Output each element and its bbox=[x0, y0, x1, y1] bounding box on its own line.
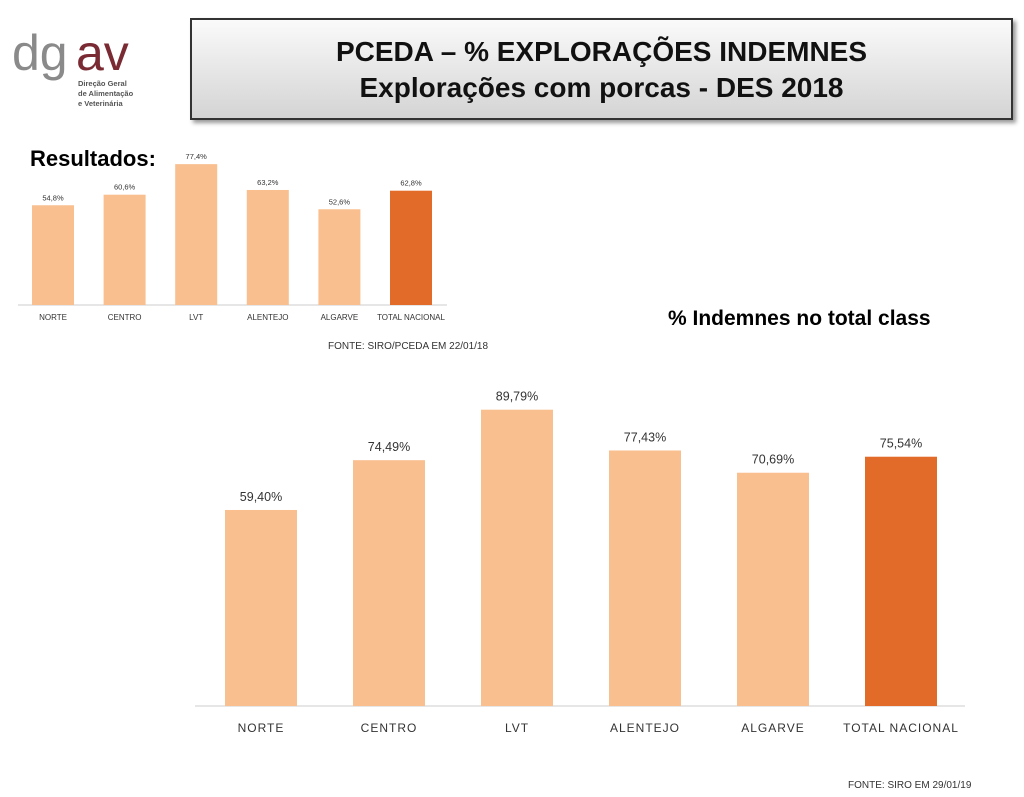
data-label: 52,6% bbox=[329, 197, 351, 206]
data-label: 89,79% bbox=[496, 390, 538, 404]
data-label: 74,49% bbox=[368, 440, 410, 454]
category-label: NORTE bbox=[39, 313, 67, 322]
logo-line: Direção Geral bbox=[78, 79, 127, 88]
title-box: PCEDA – % EXPLORAÇÕES INDEMNES Exploraçõ… bbox=[190, 18, 1013, 120]
bar-centro bbox=[103, 194, 146, 305]
data-label: 77,43% bbox=[624, 430, 666, 444]
title-line-1: PCEDA – % EXPLORAÇÕES INDEMNES bbox=[335, 36, 868, 67]
category-label: LVT bbox=[505, 721, 529, 735]
data-label: 75,54% bbox=[880, 437, 922, 451]
title-line-2: Explorações com porcas - DES 2018 bbox=[359, 72, 844, 103]
bar-alentejo bbox=[246, 189, 289, 305]
category-label: NORTE bbox=[238, 721, 285, 735]
bar-alentejo bbox=[609, 450, 681, 706]
data-label: 62,8% bbox=[400, 179, 422, 188]
large-chart-source: FONTE: SIRO EM 29/01/19 bbox=[848, 780, 972, 791]
category-label: ALENTEJO bbox=[610, 721, 680, 735]
category-label: TOTAL NACIONAL bbox=[843, 721, 959, 735]
data-label: 60,6% bbox=[114, 183, 136, 192]
category-label: ALGARVE bbox=[741, 721, 804, 735]
dgav-logo: dg av Direção Geral de Alimentação e Vet… bbox=[12, 18, 182, 113]
logo-line: de Alimentação bbox=[78, 89, 134, 98]
category-label: CENTRO bbox=[108, 313, 142, 322]
bar-algarve bbox=[737, 472, 809, 706]
logo-line: e Veterinária bbox=[78, 99, 123, 108]
data-label: 59,40% bbox=[240, 490, 282, 504]
bar-lvt bbox=[481, 409, 553, 706]
category-label: CENTRO bbox=[361, 721, 418, 735]
category-label: ALENTEJO bbox=[247, 313, 288, 322]
logo-av: av bbox=[76, 25, 129, 81]
chart-subtitle: % Indemnes no total class bbox=[668, 307, 931, 330]
bar-norte bbox=[225, 509, 297, 706]
bar-norte bbox=[32, 205, 74, 305]
data-label: 54,8% bbox=[42, 193, 64, 202]
results-label: Resultados: bbox=[30, 146, 156, 171]
small-chart-source: FONTE: SIRO/PCEDA EM 22/01/18 bbox=[328, 341, 489, 352]
bar-algarve bbox=[318, 209, 361, 305]
data-label: 70,69% bbox=[752, 453, 794, 467]
bar-lvt bbox=[175, 164, 218, 305]
logo-dg: dg bbox=[12, 25, 68, 81]
category-label: TOTAL NACIONAL bbox=[377, 313, 445, 322]
bar-total-nacional bbox=[390, 190, 432, 305]
data-label: 77,4% bbox=[186, 152, 208, 161]
bar-total-nacional bbox=[865, 456, 937, 706]
bar-centro bbox=[353, 460, 425, 706]
data-label: 63,2% bbox=[257, 178, 279, 187]
category-label: LVT bbox=[189, 313, 203, 322]
category-label: ALGARVE bbox=[321, 313, 359, 322]
